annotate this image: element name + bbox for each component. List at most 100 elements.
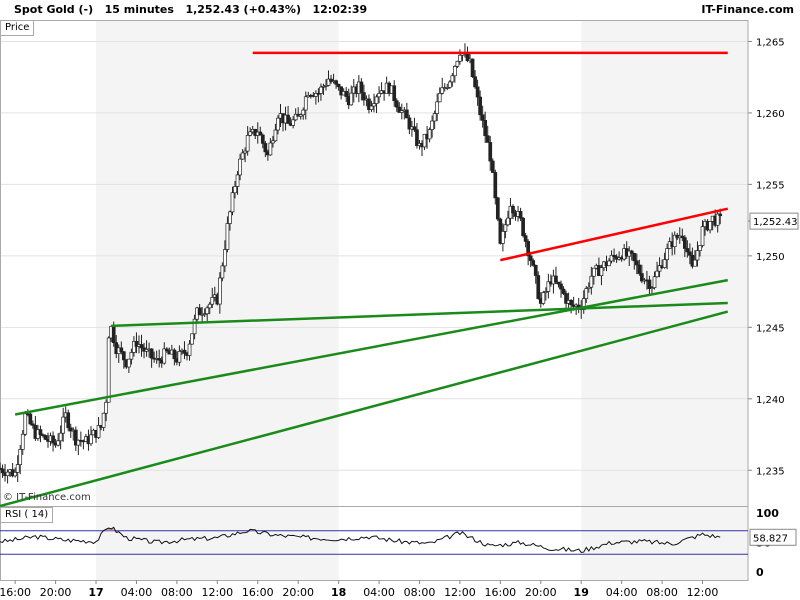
instrument-info: Spot Gold (-) 15 minutes 1,252.43 (+0.43… [14, 0, 367, 20]
candle-body [61, 416, 66, 434]
rsi-line [0, 526, 721, 553]
candle-body [31, 423, 35, 426]
instrument-title: Spot Gold (-) [14, 3, 94, 16]
candle-body [268, 142, 273, 156]
candle-body [319, 86, 323, 94]
candle-body [349, 92, 354, 106]
candle-body [314, 92, 318, 97]
support-trendline[interactable] [111, 301, 728, 328]
candle-body [405, 109, 409, 119]
candle-body [172, 349, 177, 360]
candle-body [485, 135, 490, 143]
time-tick-label: 08:00 [161, 586, 193, 599]
candle-body [640, 273, 644, 282]
candle-body [258, 131, 263, 136]
candle-body [129, 352, 134, 360]
support-trendline[interactable] [0, 310, 729, 508]
candle-body [286, 114, 290, 124]
candle-body [501, 231, 505, 244]
candle-body [230, 192, 235, 213]
candle-body [518, 211, 523, 219]
candle-body [447, 81, 452, 88]
candle-body [650, 287, 654, 290]
rsi-panel-label: RSI ( 14) [0, 507, 54, 523]
candle-body [13, 471, 18, 477]
candle-body [106, 337, 111, 403]
rsi-tick-label: 100 [756, 507, 779, 520]
candle-body [700, 226, 705, 246]
candle-body [665, 248, 669, 261]
price-tick-label: 1,255 [756, 180, 785, 191]
candle-body [263, 143, 268, 153]
candle-body [372, 103, 376, 107]
chart-header: Spot Gold (-) 15 minutes 1,252.43 (+0.43… [0, 0, 800, 20]
candle-body [526, 241, 530, 257]
candle-body [715, 213, 720, 226]
time-tick-label: 19 [574, 586, 589, 599]
candle-body [698, 245, 702, 252]
brand-label[interactable]: IT-Finance.com [701, 3, 794, 16]
candle-body [541, 292, 546, 304]
price-tick-label: 1,265 [756, 37, 785, 48]
candle-body [66, 412, 71, 429]
candle-body [632, 253, 637, 262]
time-tick-label: 04:00 [363, 586, 395, 599]
candle-body [377, 93, 381, 98]
candle-body [589, 275, 594, 288]
interval-label: 15 minutes [104, 3, 174, 16]
candle-body [475, 86, 480, 98]
time-tick-label: 18 [331, 586, 346, 599]
candle-body [192, 318, 197, 335]
candle-body [495, 197, 500, 220]
candle-body [435, 101, 440, 114]
candle-body [233, 186, 237, 194]
candle-body [187, 343, 192, 356]
clock: 12:02:39 [312, 3, 368, 16]
candle-body [680, 235, 685, 238]
candle-body [225, 223, 230, 250]
candle-body [399, 110, 404, 113]
resistance-trendline[interactable] [500, 207, 729, 262]
candle-body [228, 211, 232, 224]
last-price: 1,252.43 (+0.43%) [185, 3, 301, 16]
candle-body [367, 98, 371, 110]
candle-body [672, 234, 677, 248]
candle-body [23, 413, 28, 435]
candle-body [298, 114, 303, 117]
candle-body [546, 281, 551, 292]
candle-body [682, 237, 687, 249]
candle-body [430, 120, 434, 130]
candle-body [43, 435, 48, 440]
candle-body [490, 160, 495, 173]
time-tick-label: 17 [88, 586, 103, 599]
candle-body [89, 434, 93, 445]
candle-body [38, 429, 43, 435]
price-tick-label: 1,250 [756, 252, 785, 263]
time-tick-label: 04:00 [606, 586, 638, 599]
candle-body [197, 307, 202, 316]
support-trendline[interactable] [14, 278, 729, 416]
candle-body [415, 129, 419, 147]
candle-body [58, 432, 63, 442]
time-tick-label: 20:00 [282, 586, 314, 599]
candle-body [139, 344, 144, 349]
candle-body [662, 259, 667, 268]
candle-body [240, 152, 245, 160]
candle-body [121, 351, 126, 361]
time-tick-label: 16:00 [242, 586, 274, 599]
candle-body [291, 119, 295, 126]
candle-body [531, 260, 536, 266]
candle-body [359, 81, 364, 93]
time-tick-label: 12:00 [201, 586, 233, 599]
candle-body [695, 250, 700, 261]
candle-body [132, 341, 136, 353]
candle-body [56, 440, 60, 446]
candle-body [223, 249, 227, 267]
candle-body [210, 296, 215, 305]
candle-body [483, 120, 488, 137]
candle-body [407, 117, 412, 130]
candle-body [303, 96, 308, 111]
candle-body [134, 341, 139, 347]
candle-body [503, 224, 508, 232]
candle-body [321, 85, 326, 88]
